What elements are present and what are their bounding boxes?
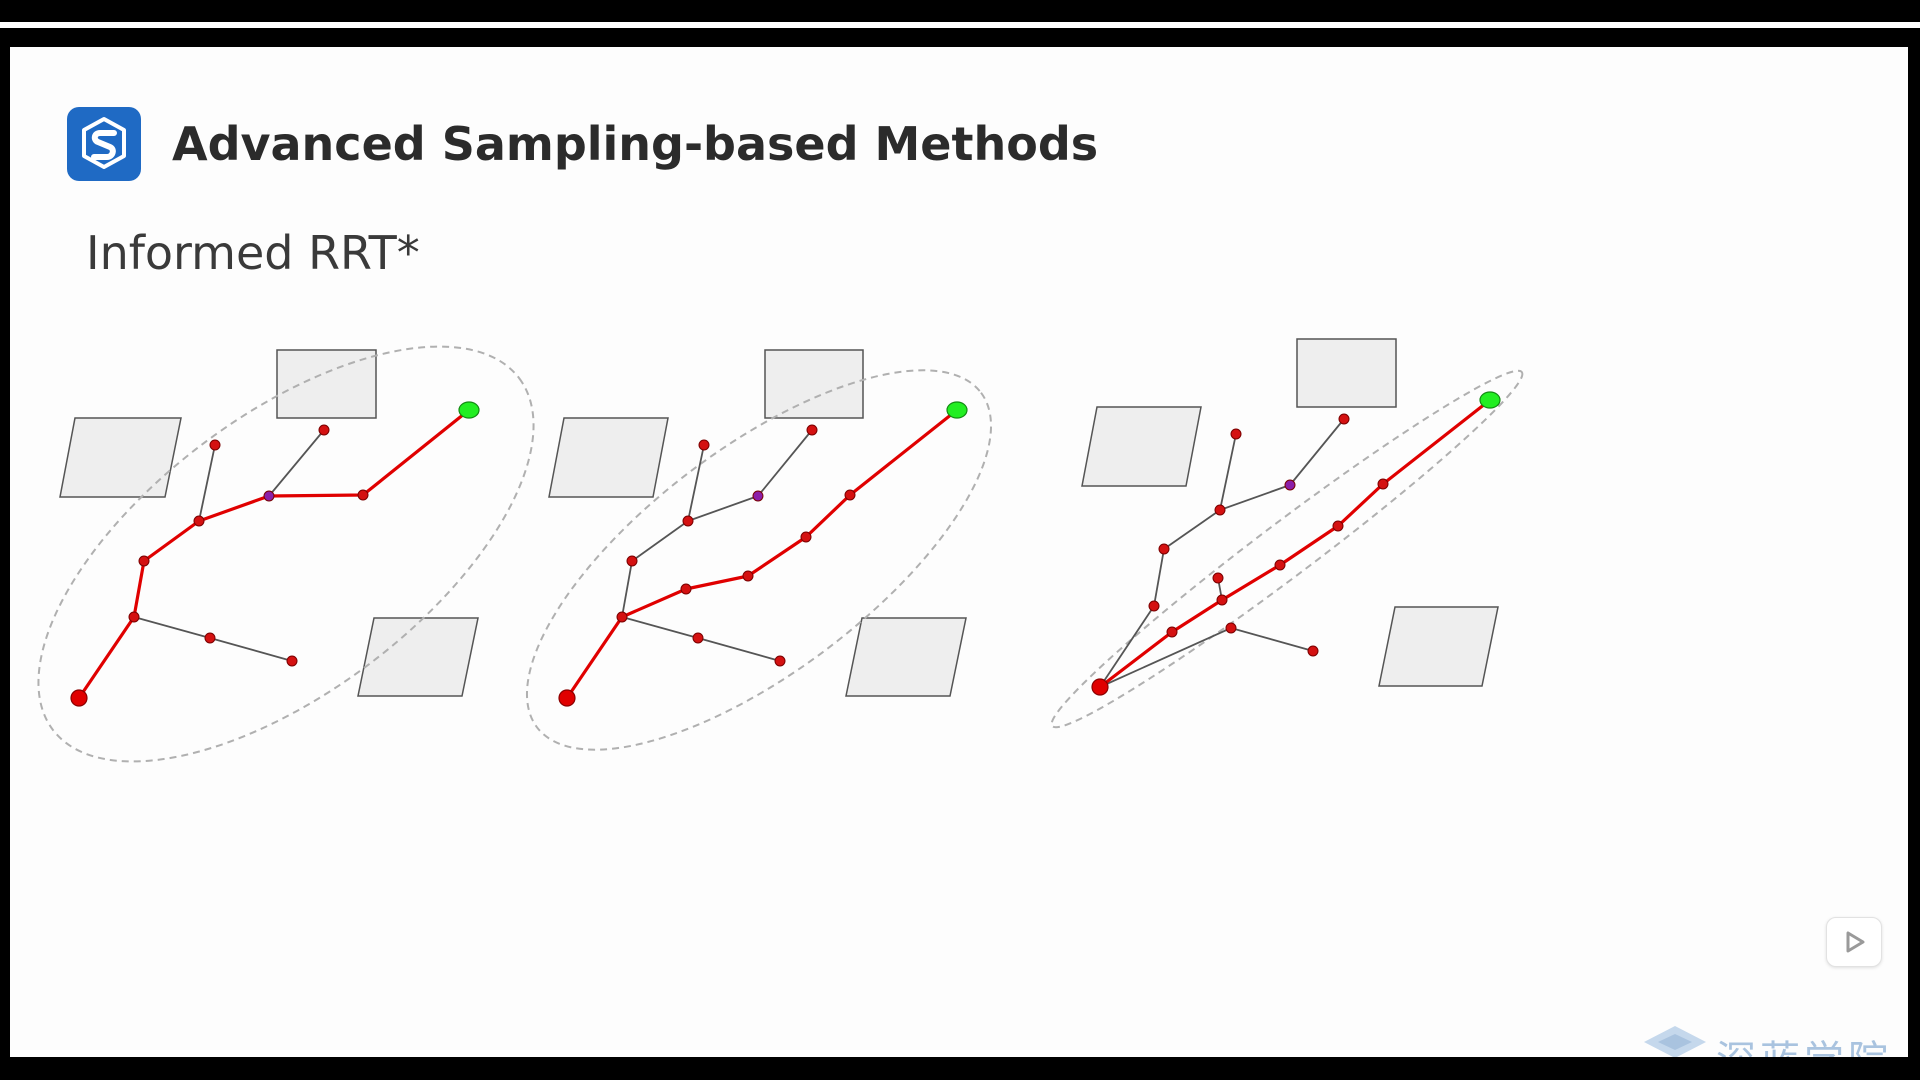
tree-node xyxy=(1307,645,1319,657)
tree-node xyxy=(774,655,786,667)
tree-node xyxy=(193,515,205,527)
tree-node xyxy=(1216,594,1228,606)
obstacle xyxy=(548,417,669,498)
tree-node xyxy=(1377,478,1389,490)
tree-edge xyxy=(1230,627,1314,652)
tree-edge xyxy=(1153,548,1165,607)
informed-ellipse xyxy=(525,369,993,751)
panel-2 xyxy=(525,349,993,751)
tree-node xyxy=(286,655,298,667)
goal-node xyxy=(1479,391,1501,409)
tree-node xyxy=(1225,622,1237,634)
goal-node xyxy=(458,401,480,419)
tree-node xyxy=(742,570,754,582)
tree-node xyxy=(680,583,692,595)
informed-rrt-diagram xyxy=(37,338,1524,763)
tree-edge xyxy=(133,616,211,639)
rewired-node xyxy=(263,490,275,502)
tree-edge xyxy=(687,444,705,522)
tree-edge xyxy=(687,495,759,522)
watermark: 深蓝学院 xyxy=(1640,1022,1908,1057)
watermark-text: 深蓝学院 xyxy=(1716,1028,1892,1057)
tree-node xyxy=(1212,572,1224,584)
tree-node xyxy=(1338,413,1350,425)
s-cube-logo-icon xyxy=(67,107,141,181)
tree-edge xyxy=(1099,627,1232,688)
page-subtitle: Informed RRT* xyxy=(86,226,420,280)
tree-edge xyxy=(697,637,781,662)
tree-edge xyxy=(198,444,216,522)
tree-node xyxy=(626,555,638,567)
page-title: Advanced Sampling-based Methods xyxy=(172,117,1099,171)
tree-edge xyxy=(1219,433,1237,511)
tree-edge xyxy=(209,637,293,662)
tree-edge xyxy=(757,429,813,497)
rewired-node xyxy=(752,490,764,502)
tree-node xyxy=(357,489,369,501)
tree-node xyxy=(1332,520,1344,532)
start-node xyxy=(70,689,88,707)
obstacle xyxy=(59,417,182,498)
rewired-node xyxy=(1284,479,1296,491)
obstacle xyxy=(845,617,967,697)
tree-node xyxy=(800,531,812,543)
tree-node xyxy=(128,611,140,623)
start-node xyxy=(558,689,576,707)
obstacle xyxy=(764,349,864,419)
tree-node xyxy=(1230,428,1242,440)
slide: Advanced Sampling-based Methods Informed… xyxy=(10,47,1908,1057)
tree-edge xyxy=(268,429,325,497)
play-icon xyxy=(1846,931,1865,953)
tree-node xyxy=(209,439,221,451)
tree-edge xyxy=(621,560,633,618)
panel-1 xyxy=(37,345,535,763)
tree-node xyxy=(138,555,150,567)
start-node xyxy=(1091,678,1109,696)
tree-node xyxy=(1148,600,1160,612)
informed-ellipse xyxy=(37,345,535,763)
tree-edge xyxy=(1099,605,1155,688)
tree-node xyxy=(1274,559,1286,571)
informed-ellipse xyxy=(1050,369,1524,729)
tree-node xyxy=(806,424,818,436)
tree-node xyxy=(204,632,216,644)
tree-node xyxy=(682,515,694,527)
tree-edge xyxy=(621,616,699,639)
obstacle xyxy=(357,617,479,697)
tree-edge xyxy=(1289,418,1345,486)
watermark-logo-icon xyxy=(1644,1026,1706,1057)
panel-3 xyxy=(1050,338,1524,729)
play-button[interactable] xyxy=(1826,917,1882,967)
tree-node xyxy=(1166,626,1178,638)
tree-node xyxy=(1214,504,1226,516)
tree-edge xyxy=(1219,484,1291,511)
obstacle xyxy=(1081,406,1202,487)
tree-node xyxy=(692,632,704,644)
tree-node xyxy=(318,424,330,436)
tree-node xyxy=(844,489,856,501)
obstacle xyxy=(1296,338,1397,408)
tree-node xyxy=(698,439,710,451)
tree-edge xyxy=(1163,509,1221,550)
slide-top-strip xyxy=(0,22,1920,28)
tree-node xyxy=(1158,543,1170,555)
top-letterbox xyxy=(0,0,1920,22)
obstacle xyxy=(1378,606,1499,687)
tree-node xyxy=(616,611,628,623)
tree-edge xyxy=(631,520,689,562)
goal-node xyxy=(946,401,968,419)
